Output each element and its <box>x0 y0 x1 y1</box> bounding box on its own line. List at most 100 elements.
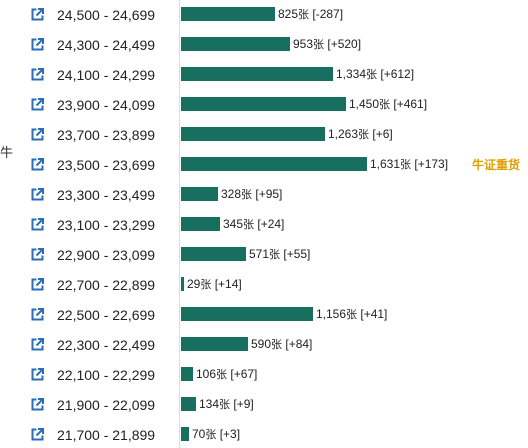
bar-value-label: 1,450张 [+461] <box>349 96 427 112</box>
count-unit: 张 <box>346 308 358 321</box>
external-link-icon[interactable] <box>31 38 44 51</box>
bar-value-label: 1,631张 [+173] <box>370 156 448 172</box>
count-text: 1,450 <box>349 97 380 111</box>
external-link-icon[interactable] <box>31 308 44 321</box>
delta-text: [+84] <box>282 337 313 351</box>
count-unit: 张 <box>241 188 253 201</box>
count-text: 571 <box>249 247 270 261</box>
range-row: 22,100 - 22,299 106张 [+67] <box>0 360 528 390</box>
range-row: 24,300 - 24,499 953张 [+520] <box>0 30 528 60</box>
count-text: 1,334 <box>336 67 367 81</box>
external-link-icon[interactable] <box>31 158 44 171</box>
count-text: 106 <box>196 367 217 381</box>
range-label: 23,900 - 24,099 <box>57 97 156 113</box>
volume-bar <box>181 127 325 141</box>
count-unit: 张 <box>379 98 391 111</box>
range-label: 21,700 - 21,899 <box>57 427 156 443</box>
count-unit: 张 <box>200 278 212 291</box>
external-link-icon[interactable] <box>31 248 44 261</box>
count-unit: 张 <box>243 218 255 231</box>
volume-bar <box>181 37 290 51</box>
range-row: 21,700 - 21,899 70张 [+3] <box>0 420 528 448</box>
range-row: 24,500 - 24,699 825张 [-287] <box>0 0 528 30</box>
external-link-icon[interactable] <box>31 68 44 81</box>
range-label: 22,900 - 23,099 <box>57 247 156 263</box>
range-row: 21,900 - 22,099 134张 [+9] <box>0 390 528 420</box>
range-label: 22,100 - 22,299 <box>57 367 156 383</box>
external-link-icon[interactable] <box>31 338 44 351</box>
side-label: 牛 <box>0 145 14 160</box>
bar-value-label: 1,263张 [+6] <box>328 126 393 142</box>
range-label: 23,300 - 23,499 <box>57 187 156 203</box>
volume-bar <box>181 367 193 381</box>
range-row: 23,900 - 24,099 1,450张 [+461] <box>0 90 528 120</box>
range-row: 22,300 - 22,499 590张 [+84] <box>0 330 528 360</box>
delta-text: [+95] <box>252 187 283 201</box>
volume-bar <box>181 217 220 231</box>
delta-text: [+24] <box>254 217 285 231</box>
range-row: 23,700 - 23,899 1,263张 [+6] <box>0 120 528 150</box>
delta-text: [-287] <box>309 7 344 21</box>
external-link-icon[interactable] <box>31 218 44 231</box>
count-unit: 张 <box>298 8 310 21</box>
count-unit: 张 <box>400 158 412 171</box>
count-text: 1,156 <box>316 307 347 321</box>
delta-text: [+520] <box>324 37 362 51</box>
count-text: 29 <box>187 277 201 291</box>
external-link-icon[interactable] <box>31 398 44 411</box>
count-unit: 张 <box>216 368 228 381</box>
volume-bar <box>181 427 189 441</box>
external-link-icon[interactable] <box>31 188 44 201</box>
range-row: 23,500 - 23,699 1,631张 [+173] 牛证重货 <box>0 150 528 180</box>
external-link-icon[interactable] <box>31 128 44 141</box>
range-label: 24,500 - 24,699 <box>57 7 156 23</box>
count-unit: 张 <box>269 248 281 261</box>
volume-bar <box>181 97 346 111</box>
volume-bar <box>181 247 246 261</box>
range-label: 24,100 - 24,299 <box>57 67 156 83</box>
count-text: 590 <box>251 337 272 351</box>
bar-value-label: 134张 [+9] <box>199 396 254 412</box>
delta-text: [+55] <box>280 247 311 261</box>
count-unit: 张 <box>366 68 378 81</box>
count-unit: 张 <box>219 398 231 411</box>
bar-value-label: 70张 [+3] <box>192 426 240 442</box>
delta-text: [+3] <box>216 427 241 441</box>
external-link-icon[interactable] <box>31 368 44 381</box>
bar-value-label: 345张 [+24] <box>223 216 284 232</box>
external-link-icon[interactable] <box>31 8 44 21</box>
volume-bar <box>181 307 313 321</box>
highlight-tag: 牛证重货 <box>472 158 521 172</box>
delta-text: [+612] <box>377 67 415 81</box>
range-row: 22,700 - 22,899 29张 [+14] <box>0 270 528 300</box>
bar-value-label: 571张 [+55] <box>249 246 310 262</box>
delta-text: [+6] <box>369 127 393 141</box>
count-unit: 张 <box>358 128 370 141</box>
external-link-icon[interactable] <box>31 428 44 441</box>
volume-bar <box>181 67 333 81</box>
external-link-icon[interactable] <box>31 278 44 291</box>
count-text: 328 <box>221 187 242 201</box>
delta-text: [+14] <box>211 277 242 291</box>
range-label: 23,700 - 23,899 <box>57 127 156 143</box>
count-text: 953 <box>293 37 314 51</box>
range-row: 24,100 - 24,299 1,334张 [+612] <box>0 60 528 90</box>
delta-text: [+9] <box>230 397 254 411</box>
volume-bar <box>181 187 218 201</box>
volume-bar <box>181 397 196 411</box>
external-link-icon[interactable] <box>31 98 44 111</box>
bar-value-label: 1,334张 [+612] <box>336 66 414 82</box>
delta-text: [+173] <box>411 157 449 171</box>
bar-value-label: 29张 [+14] <box>187 276 242 292</box>
range-row: 22,900 - 23,099 571张 [+55] <box>0 240 528 270</box>
range-row: 23,300 - 23,499 328张 [+95] <box>0 180 528 210</box>
count-text: 825 <box>278 7 299 21</box>
bar-value-label: 328张 [+95] <box>221 186 282 202</box>
count-text: 345 <box>223 217 244 231</box>
bar-value-label: 106张 [+67] <box>196 366 257 382</box>
range-label: 22,300 - 22,499 <box>57 337 156 353</box>
range-label: 23,500 - 23,699 <box>57 157 156 173</box>
volume-bar <box>181 157 367 171</box>
range-label: 23,100 - 23,299 <box>57 217 156 233</box>
